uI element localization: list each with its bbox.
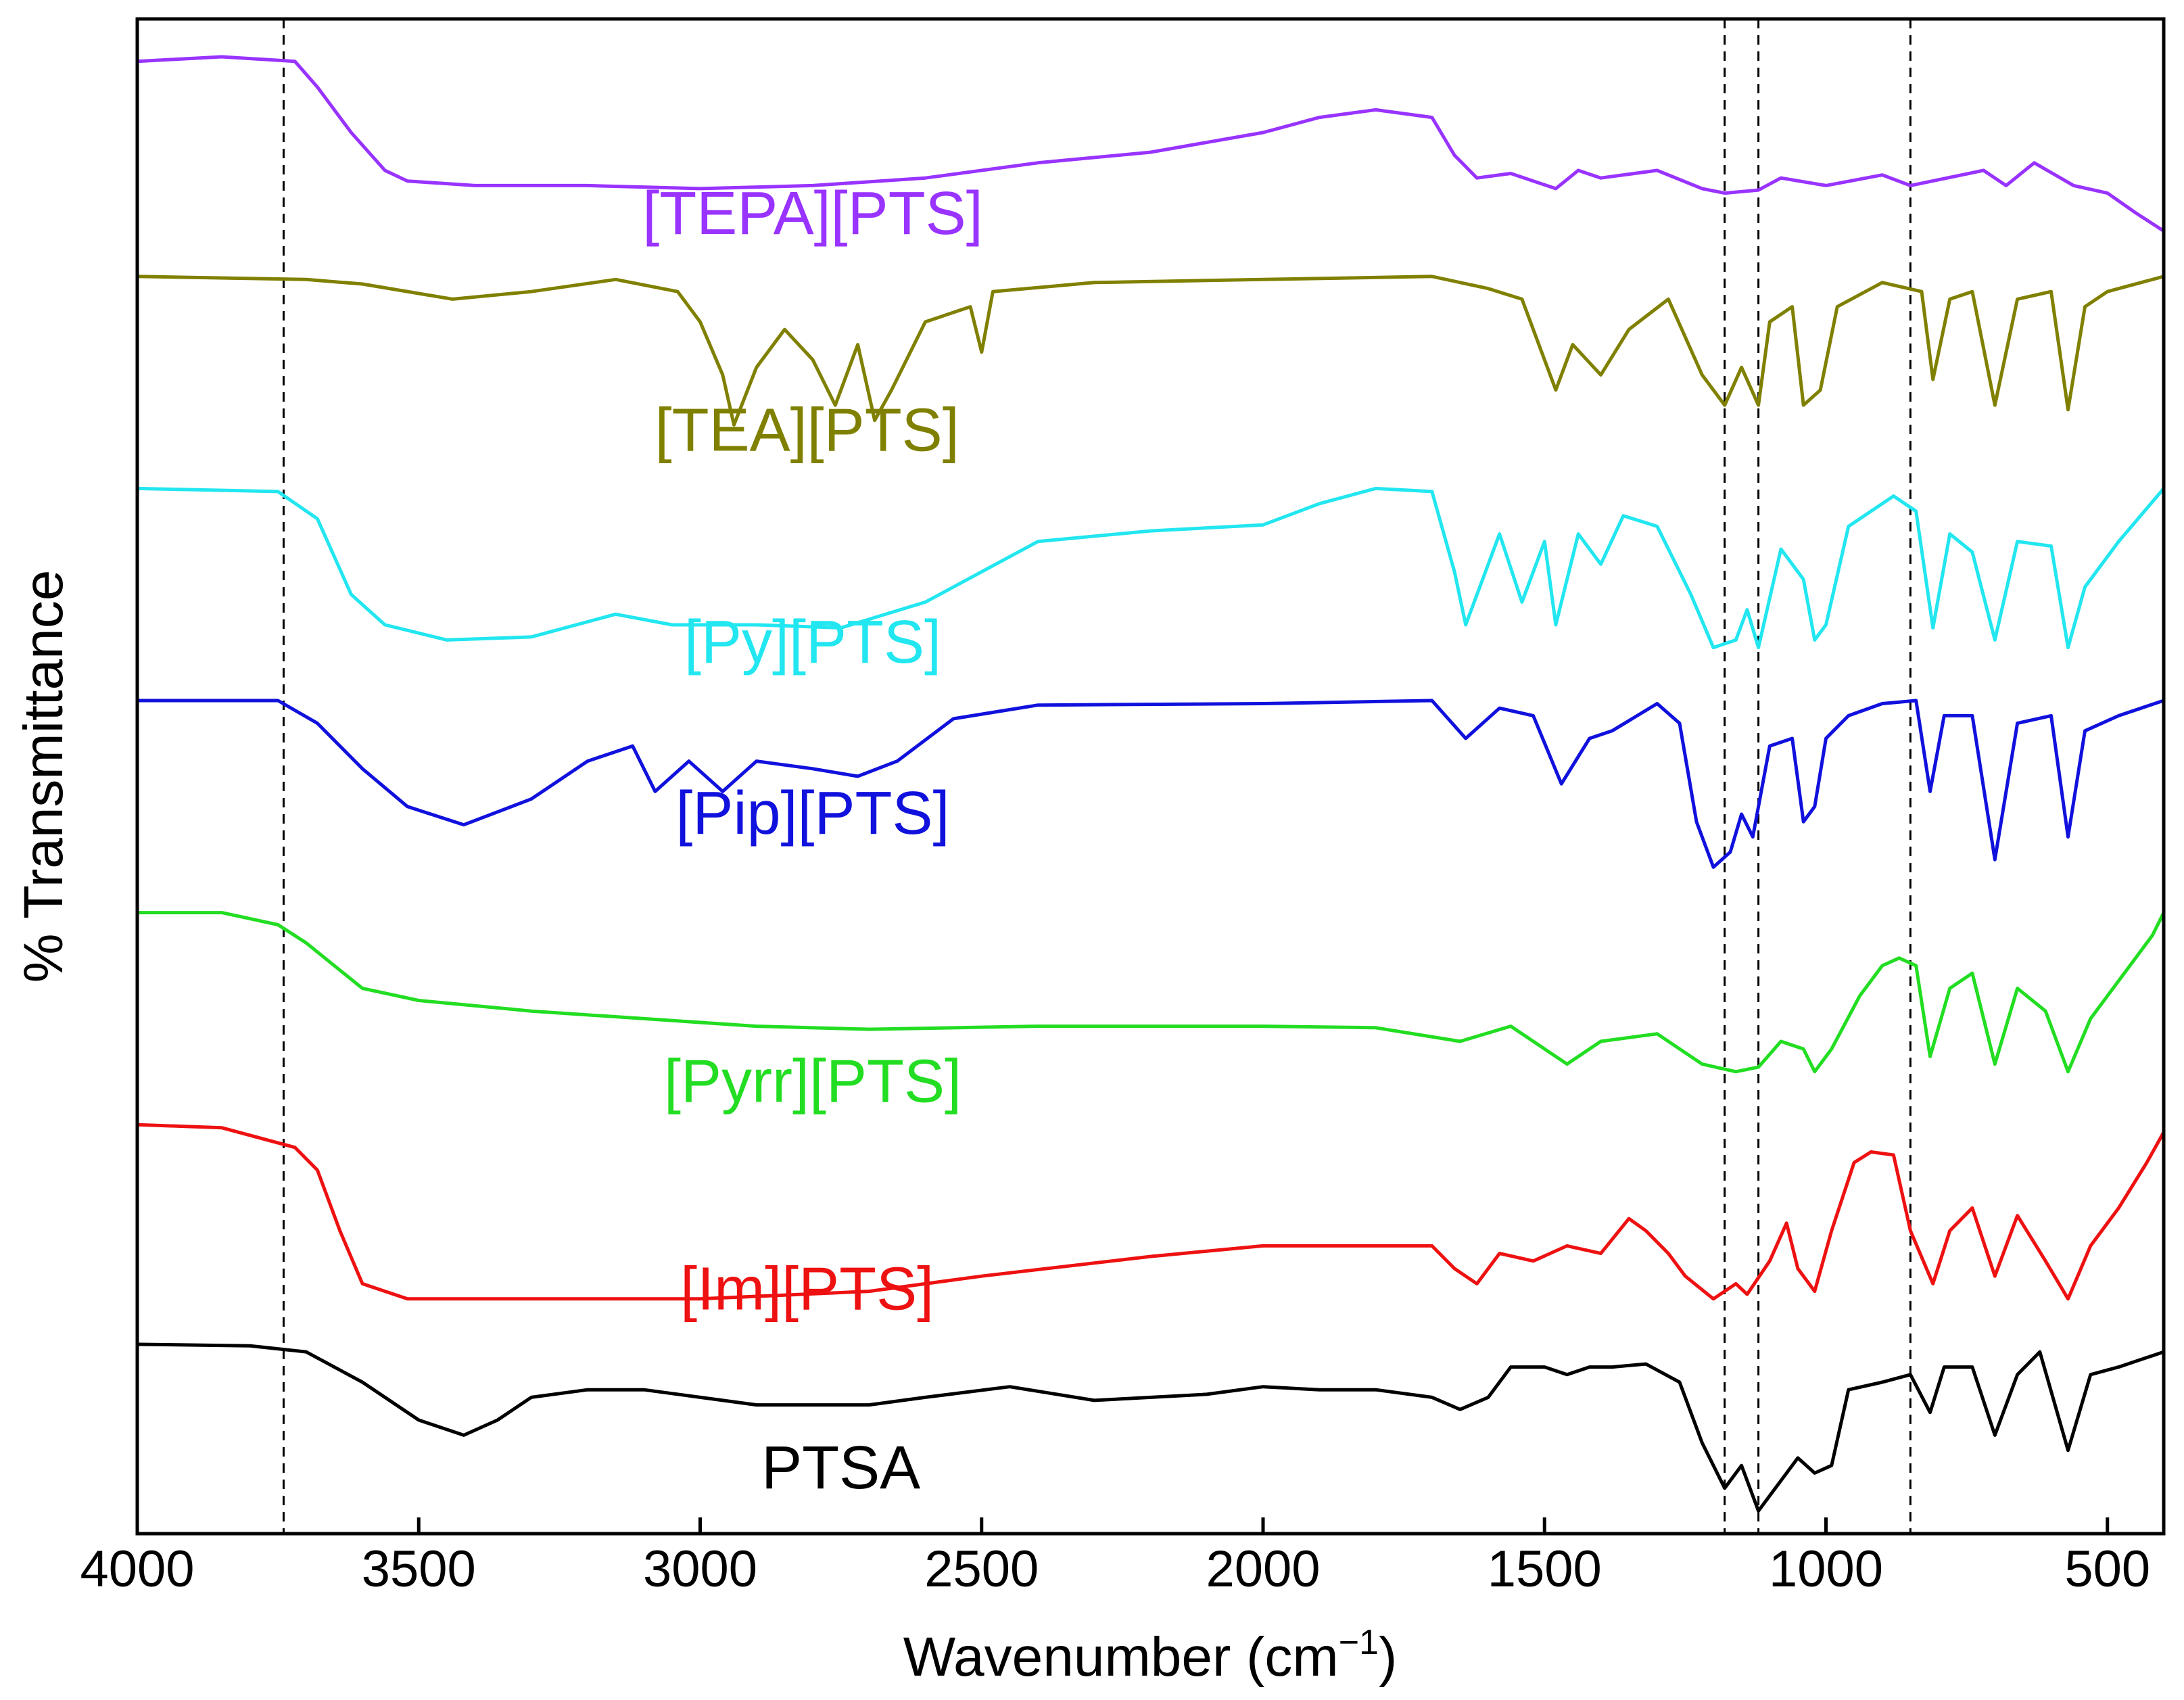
series-line (135, 1342, 2166, 1513)
series-label: [Pip][PTS] (675, 780, 949, 847)
series-line (135, 699, 2166, 869)
series-line (135, 55, 2166, 233)
reference-lines (282, 19, 1912, 1534)
x-tick-label: 2000 (1206, 1540, 1320, 1598)
x-tick-label: 500 (2064, 1540, 2150, 1598)
y-axis-title: % Transmittance (13, 570, 74, 983)
x-tick-label: 3000 (643, 1540, 757, 1598)
series-label: [Py][PTS] (684, 609, 941, 676)
series-label: PTSA (761, 1434, 920, 1502)
x-axis-title-main: Wavenumber (cm (903, 1626, 1339, 1688)
x-tick-label: 4000 (80, 1540, 194, 1598)
x-tick-label: 2500 (924, 1540, 1039, 1598)
series-labels: [TEPA][PTS] [TEA][PTS] [Py][PTS] [Pip][PTS]… (642, 180, 982, 1502)
x-axis-title-close: ) (1379, 1626, 1397, 1688)
series-label: [TEA][PTS] (655, 396, 959, 464)
series-layer (135, 55, 2166, 1513)
series-label: [Im][PTS] (680, 1255, 934, 1323)
series-label: [Pyrr][PTS] (664, 1048, 962, 1116)
x-tick-label: 1500 (1488, 1540, 1602, 1598)
x-tick-label: 1000 (1769, 1540, 1883, 1598)
x-axis-title: Wavenumber (cm−1) (903, 1623, 1398, 1688)
plot-frame (135, 17, 2166, 1536)
x-axis-title-superscript: −1 (1339, 1623, 1379, 1662)
x-axis: 4000 3500 3000 2500 2000 1500 1000 500 (80, 1517, 2150, 1598)
series-label: [TEPA][PTS] (642, 180, 982, 247)
series-line (135, 275, 2166, 427)
series-line (135, 911, 2166, 1074)
x-tick-label: 3500 (362, 1540, 476, 1598)
series-line (135, 486, 2166, 650)
series-line (135, 1123, 2166, 1301)
